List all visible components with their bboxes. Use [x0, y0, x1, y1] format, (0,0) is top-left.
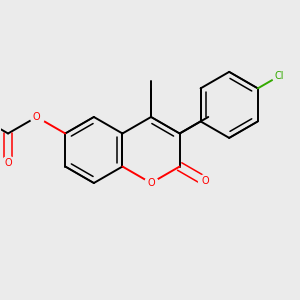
Text: O: O [33, 112, 41, 122]
Text: Cl: Cl [274, 71, 284, 81]
Text: O: O [4, 158, 12, 168]
Text: O: O [202, 176, 209, 186]
Text: O: O [147, 178, 155, 188]
